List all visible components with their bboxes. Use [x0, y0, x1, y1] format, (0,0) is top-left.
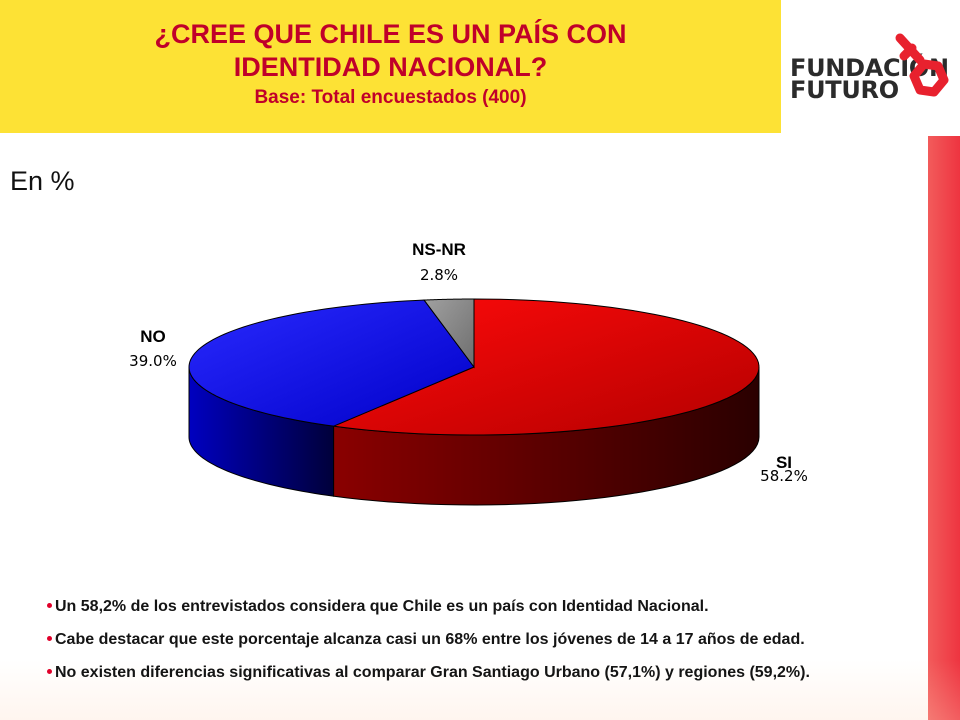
pie-label-name: NS-NR	[412, 240, 466, 259]
page-subtitle: Base: Total encuestados (400)	[254, 87, 527, 108]
pie-slice-si	[331, 298, 760, 436]
decorative-side-bar	[928, 136, 960, 720]
pie-label-value: 39.0%	[129, 352, 177, 370]
pie-label-name: SI	[776, 453, 792, 472]
key-icon	[895, 33, 949, 97]
title-box: ¿CREE QUE CHILE ES UN PAÍS CON IDENTIDAD…	[0, 0, 781, 133]
pie-label-value: 58.2%	[760, 467, 808, 485]
logo-text-line-2: FUTURO	[790, 76, 899, 104]
finding-item: Cabe destacar que este porcentaje alcanz…	[47, 629, 937, 662]
unit-label: En %	[10, 166, 75, 196]
finding-item: No existen diferencias significativas al…	[47, 662, 937, 695]
finding-item: Un 58,2% de los entrevistados considera …	[47, 596, 937, 629]
pie-slice-ns-nr	[423, 298, 475, 369]
pie-label-value: 2.8%	[420, 266, 458, 284]
pie-slices	[188, 298, 760, 436]
pie-label-name: NO	[140, 327, 166, 346]
page-title-line-2: IDENTIDAD NACIONAL?	[233, 52, 548, 82]
fundacion-futuro-logo: FUNDACIÓN FUTURO	[782, 0, 960, 133]
pie-slice-no	[188, 299, 475, 427]
page-title-line-1: ¿CREE QUE CHILE ES UN PAÍS CON	[154, 19, 627, 49]
findings-list: Un 58,2% de los entrevistados considera …	[47, 596, 937, 695]
